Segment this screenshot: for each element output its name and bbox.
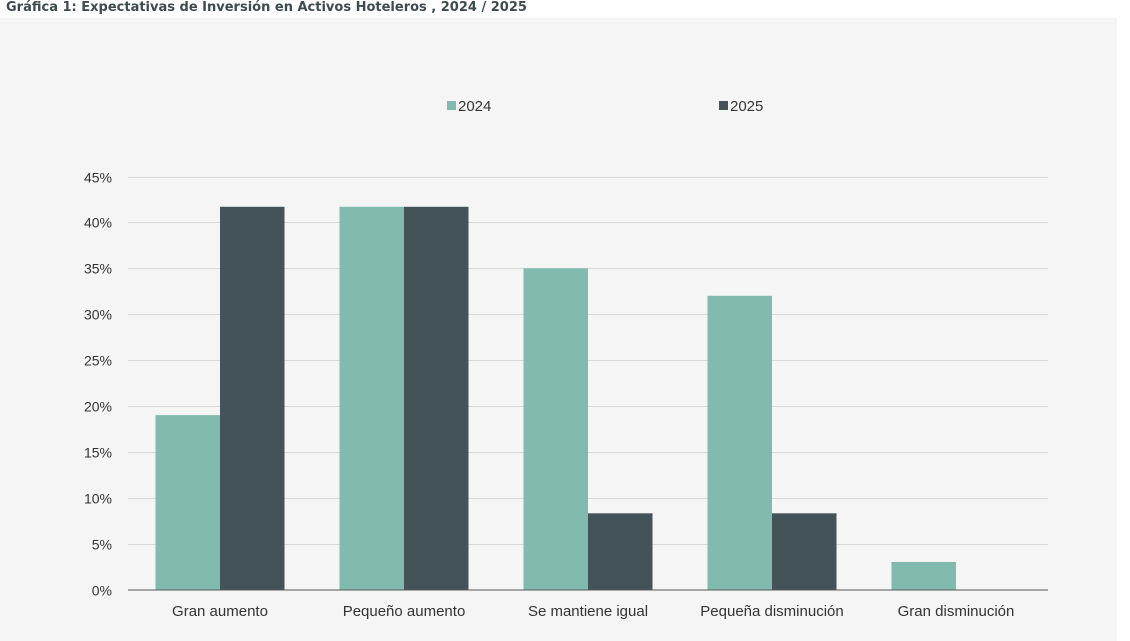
axes: 0% 5% 10% 15% 20% 25% 30% 35% 40% 45% Gran aumento… [84,170,1048,620]
bar-2025 [588,513,653,590]
bar-2025 [220,206,285,590]
y-tick-label: 5% [92,537,112,553]
y-tick-label: 15% [84,445,112,461]
chart-title: Gráfica 1: Expectativas de Inversión en … [6,0,527,15]
bar-2024 [155,415,220,590]
y-tick-label: 45% [84,170,112,186]
x-tick-label: Se mantiene igual [528,603,648,620]
x-tick-label: Gran disminución [898,603,1015,620]
x-tick-label: Pequeña disminución [700,603,843,620]
x-tick-label: Gran aumento [172,603,268,620]
legend-label-2025: 2025 [730,98,763,115]
y-tick-label: 20% [84,399,112,415]
legend-label-2024: 2024 [458,98,491,115]
legend-swatch-2025 [719,101,728,110]
bar-2024 [523,268,588,590]
bar-2024 [339,206,404,590]
y-tick-label: 25% [84,353,112,369]
bar-2024 [891,561,956,590]
y-tick-label: 10% [84,491,112,507]
legend: 2024 2025 [447,98,763,115]
bars [155,206,956,590]
bar-2025 [404,206,469,590]
y-tick-label: 0% [92,583,112,599]
bar-2024 [707,295,772,590]
legend-swatch-2024 [447,101,456,110]
y-tick-label: 40% [84,215,112,231]
bar-2025 [772,513,837,590]
y-tick-label: 30% [84,307,112,323]
y-tick-label: 35% [84,261,112,277]
x-tick-label: Pequeño aumento [343,603,466,620]
